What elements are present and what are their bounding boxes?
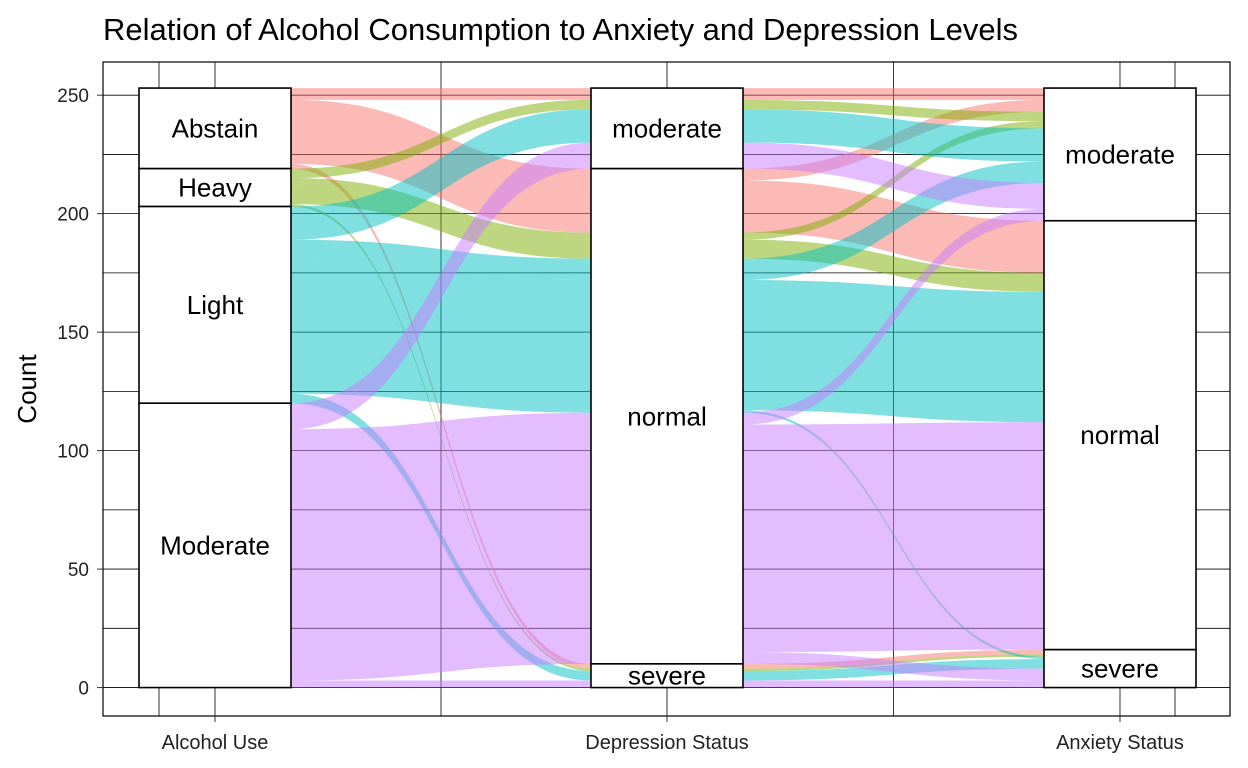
x-axis-label-depression-status: Depression Status [585,732,748,754]
chart-title: Relation of Alcohol Consumption to Anxie… [103,12,1018,47]
flow-light-moderate-moderate-seg1 [291,109,591,240]
flow-abstain-severe-severe-seg1 [291,163,591,669]
stratum-anxiety-status-moderate [1043,87,1197,222]
stratum-label-abstain: Abstain [172,113,259,143]
flow-moderate-severe-severe-seg1 [291,680,591,688]
stratum-anxiety-status-normal [1043,219,1197,651]
strata: Abstain Heavy Light Moderate moderate normal s… [138,87,1197,691]
y-tick-label: 150 [57,323,89,344]
flow-moderate-normal-severe-seg2 [743,652,1044,681]
stratum-alcohol-use-heavy [138,167,292,208]
stratum-depression-status-severe [590,663,744,689]
x-axis-label-anxiety-status: Anxiety Status [1056,732,1184,754]
stratum-label-normal: normal [1080,420,1159,450]
flow-moderate-normal-normal-seg1 [291,424,591,669]
stratum-label-heavy: Heavy [178,173,252,203]
y-tick-label: 100 [57,442,89,463]
stratum-anxiety-status-severe [1043,648,1197,689]
flow-light-normal-normal-seg1 [291,261,591,411]
alluvial-flows [291,88,1044,688]
y-tick-label: 200 [57,205,89,226]
flow-light-normal-severe-seg1 [291,391,591,413]
flow-heavy-normal-moderate-seg1 [291,178,591,240]
flow-moderate-normal-moderate-seg1 [291,412,591,442]
stratum-alcohol-use-moderate [138,402,292,689]
stratum-depression-status-moderate [590,87,744,170]
y-axis-label: Count [12,354,42,424]
flow-heavy-moderate-moderate-seg2 [743,99,1044,122]
y-tick-label: 0 [78,679,89,700]
flow-light-moderate-moderate-seg2 [743,109,1044,162]
stratum-depression-status-normal [590,167,744,665]
stratum-label-moderate: moderate [612,113,722,143]
flow-moderate-severe-severe-seg2 [743,680,1044,688]
flow-moderate-normal-normal-seg2 [743,422,1044,653]
stratum-label-moderate: Moderate [160,530,270,560]
flow-moderate-normal-severe-seg1 [291,652,591,681]
stratum-alcohol-use-light [138,205,292,405]
flow-moderate-moderate-moderate-seg1 [291,142,591,430]
flow-light-normal-normal-seg2 [743,280,1044,423]
flow-abstain-moderate-moderate-seg2 [743,88,1044,100]
flow-moderate-moderate-moderate-seg2 [743,142,1044,209]
stratum-label-light: Light [187,290,244,320]
stratum-label-normal: normal [627,401,706,431]
y-tick-label: 50 [68,560,89,581]
flow-light-normal-moderate-seg1 [291,239,591,280]
flow-heavy-moderate-moderate-seg1 [291,99,591,179]
flow-abstain-moderate-moderate-seg1 [291,88,591,100]
stratum-label-moderate: moderate [1065,139,1175,169]
flow-moderate-normal-moderate-seg2 [743,208,1044,425]
y-tick-label: 250 [57,86,89,107]
axes: 0 50 100 150 200 250 Alcohol Use Depression Sta… [57,86,1184,754]
stratum-label-severe: severe [628,661,706,691]
x-axis-label-alcohol-use: Alcohol Use [162,732,269,754]
stratum-label-severe: severe [1081,654,1159,684]
